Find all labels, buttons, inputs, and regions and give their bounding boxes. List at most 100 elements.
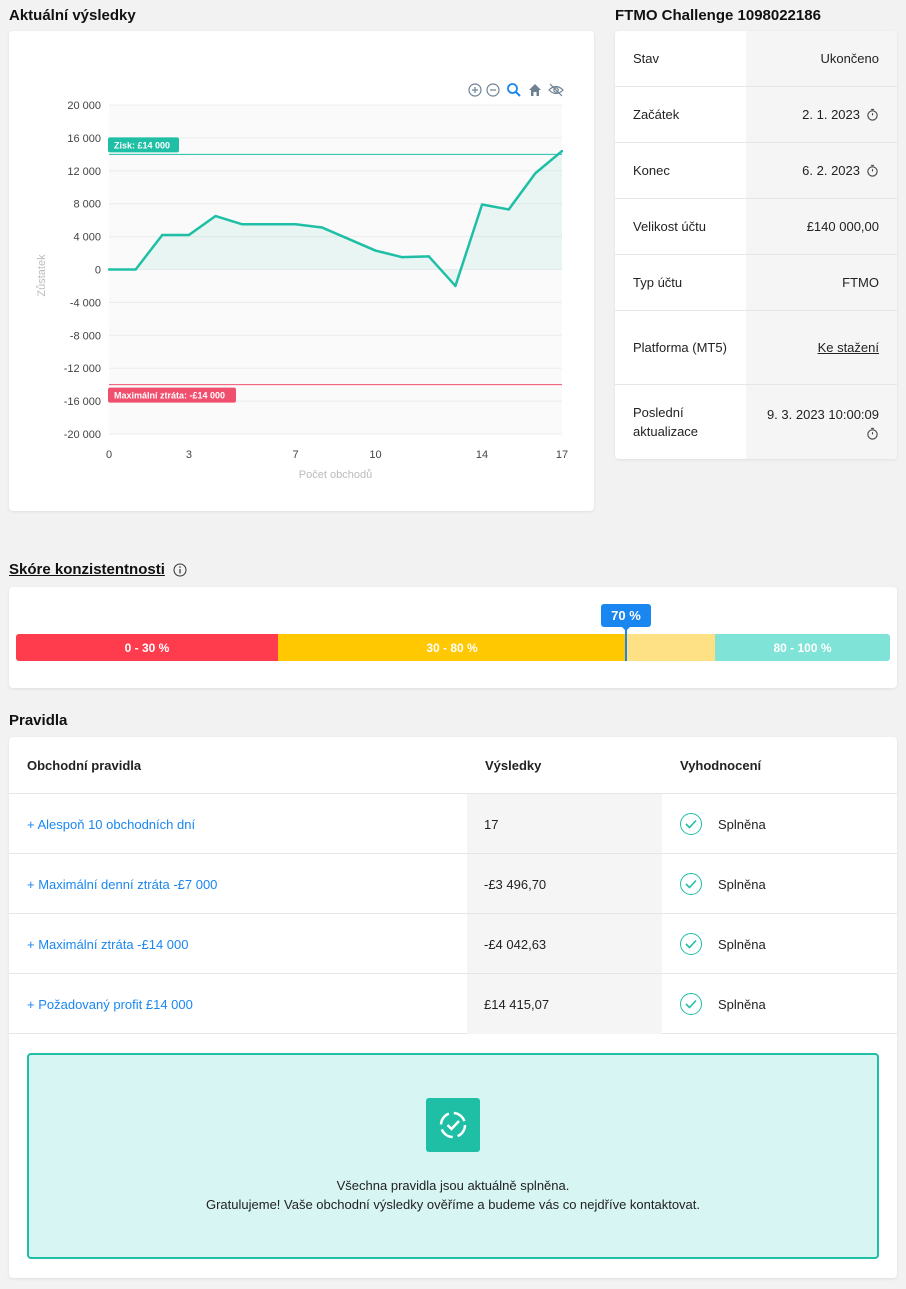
check-icon (680, 993, 702, 1015)
rule-evaluation: Splněna (680, 854, 766, 914)
magnifier-icon[interactable] (506, 82, 522, 98)
info-row-last-update: Poslední aktualizace 9. 3. 2023 10:00:09 (615, 385, 897, 459)
hide-icon[interactable] (548, 82, 564, 98)
y-tick-label: 8 000 (73, 199, 101, 211)
success-message-box: Všechna pravidla jsou aktuálně splněna. … (27, 1053, 879, 1259)
rule-result: 17 (467, 794, 662, 854)
check-icon (680, 873, 702, 895)
info-label: Stav (615, 31, 746, 86)
zoom-in-icon[interactable] (467, 82, 483, 98)
data-point (347, 237, 351, 241)
info-icon[interactable] (173, 563, 187, 577)
home-icon[interactable] (527, 82, 543, 98)
status-value: Ukončeno (820, 51, 879, 66)
data-point (214, 214, 217, 218)
header-results: Výsledky (485, 757, 542, 773)
consistency-title[interactable]: Skóre konzistentnosti (9, 561, 187, 578)
info-value: 9. 3. 2023 10:00:09 (746, 385, 897, 459)
y-tick-label: -8 000 (70, 330, 101, 342)
annotation-label-bg (108, 137, 179, 153)
x-tick-label: 7 (292, 449, 298, 461)
start-date-value: 2. 1. 2023 (802, 107, 860, 122)
y-axis-title: Zůstatek (36, 254, 48, 297)
table-row: + Alespoň 10 obchodních dní 17 Splněna (9, 793, 897, 854)
y-tick-label: -20 000 (64, 429, 101, 441)
rule-link[interactable]: + Maximální ztráta -£14 000 (27, 936, 189, 952)
annotation-label: Maximální ztráta: -£14 000 (114, 391, 225, 401)
success-check-icon (426, 1098, 480, 1152)
segment-mid: 30 - 80 % (278, 634, 626, 661)
status-text: Splněna (718, 816, 766, 832)
y-tick-label: -16 000 (64, 396, 101, 408)
info-label: Typ účtu (615, 255, 746, 310)
x-tick-label: 17 (556, 449, 568, 461)
x-tick-label: 14 (476, 449, 488, 461)
account-type-value: FTMO (842, 275, 879, 290)
check-icon (680, 813, 702, 835)
status-text: Splněna (718, 936, 766, 952)
data-point (134, 268, 137, 271)
data-point (187, 233, 191, 237)
info-row-start: Začátek 2. 1. 2023 (615, 87, 897, 143)
timer-icon (866, 108, 879, 121)
chart-section-title: Aktuální výsledky (9, 7, 136, 24)
segment-low: 0 - 30 % (16, 634, 278, 661)
info-row-status: Stav Ukončeno (615, 31, 897, 87)
info-value: Ukončeno (746, 31, 897, 86)
data-point (560, 149, 564, 153)
data-point (534, 172, 537, 175)
y-tick-label: -12 000 (64, 363, 101, 375)
y-tick-label: -4 000 (70, 297, 101, 309)
score-marker (625, 627, 627, 661)
account-info-card: Stav Ukončeno Začátek 2. 1. 2023 Konec 6… (615, 31, 897, 459)
y-tick-label: 12 000 (67, 166, 101, 178)
info-row-platform: Platforma (MT5) Ke stažení (615, 311, 897, 385)
rules-card: Obchodní pravidla Výsledky Vyhodnocení +… (9, 737, 897, 1278)
status-text: Splněna (718, 876, 766, 892)
x-tick-label: 10 (369, 449, 381, 461)
info-value: 6. 2. 2023 (746, 143, 897, 198)
status-text: Splněna (718, 996, 766, 1012)
zoom-out-icon[interactable] (485, 82, 501, 98)
data-point (320, 226, 324, 229)
segment-high: 80 - 100 % (715, 634, 890, 661)
data-point (400, 255, 404, 259)
data-point (374, 249, 377, 252)
x-tick-label: 3 (186, 449, 192, 461)
consistency-title-text: Skóre konzistentnosti (9, 561, 165, 578)
table-row: + Požadovaný profit £14 000 £14 415,07 S… (9, 973, 897, 1034)
info-label: Poslední aktualizace (615, 385, 746, 459)
info-title: FTMO Challenge 1098022186 (615, 7, 821, 24)
info-row-account-type: Typ účtu FTMO (615, 255, 897, 311)
y-tick-label: 0 (95, 265, 101, 277)
info-value: £140 000,00 (746, 199, 897, 254)
data-point (427, 255, 430, 258)
end-date-value: 6. 2. 2023 (802, 163, 860, 178)
download-link[interactable]: Ke stažení (817, 340, 879, 355)
info-value: FTMO (746, 255, 897, 310)
table-row: + Maximální denní ztráta -£7 000 -£3 496… (9, 853, 897, 914)
rule-link[interactable]: + Maximální denní ztráta -£7 000 (27, 876, 218, 892)
data-point (241, 223, 244, 226)
data-point (480, 203, 484, 206)
y-tick-label: 4 000 (73, 232, 101, 244)
success-line-1: Všechna pravidla jsou aktuálně splněna. (336, 1178, 570, 1193)
rule-link[interactable]: + Alespoň 10 obchodních dní (27, 816, 196, 832)
info-value: Ke stažení (746, 311, 897, 384)
annotation-label: Zisk: £14 000 (114, 140, 170, 150)
info-label: Velikost účtu (615, 199, 746, 254)
annotation-label-bg (108, 387, 236, 403)
results-chart-card: 20 000 16 000 12 000 8 000 4 000 0 -4 000 -8 00… (9, 31, 594, 511)
rule-link[interactable]: + Požadovaný profit £14 000 (27, 996, 193, 1012)
data-point (107, 268, 111, 271)
x-axis-title: Počet obchodů (299, 469, 372, 481)
balance-chart: 20 000 16 000 12 000 8 000 4 000 0 -4 000 -8 00… (36, 100, 568, 481)
y-tick-label: 20 000 (67, 100, 101, 112)
check-icon (680, 933, 702, 955)
header-evaluation: Vyhodnocení (680, 757, 762, 773)
info-row-end: Konec 6. 2. 2023 (615, 143, 897, 199)
success-line-2: Gratulujeme! Vaše obchodní výsledky ověř… (205, 1197, 701, 1212)
last-update-value: 9. 3. 2023 10:00:09 (766, 406, 879, 422)
consistency-card: 0 - 30 % 30 - 80 % 80 - 100 % 70 % (9, 587, 897, 688)
info-label: Začátek (615, 87, 746, 142)
